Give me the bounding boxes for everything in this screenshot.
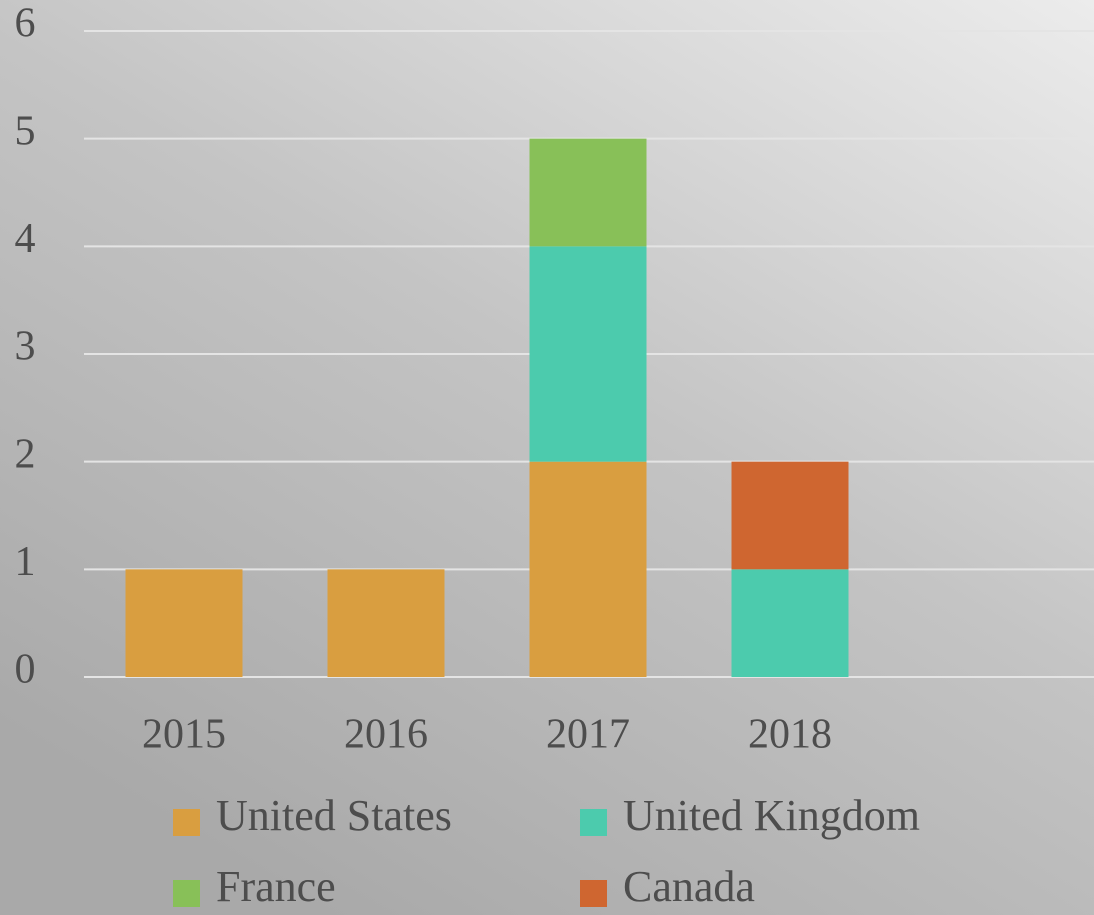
y-tick-label: 1 <box>15 539 36 585</box>
bar-segment <box>529 461 647 677</box>
bar-segment <box>327 569 445 677</box>
legend-label: United Kingdom <box>623 791 920 840</box>
legend-marker <box>580 880 607 907</box>
x-tick-label: 2017 <box>546 712 630 758</box>
legend-label: Canada <box>623 862 755 911</box>
y-tick-label: 3 <box>15 324 36 370</box>
legend-label: France <box>216 862 336 911</box>
legend-label: United States <box>216 791 452 840</box>
bar-segment <box>731 569 849 677</box>
bar-segment <box>731 461 849 570</box>
x-tick-label: 2015 <box>142 712 226 758</box>
y-tick-label: 6 <box>15 1 36 47</box>
legend-marker <box>173 880 200 907</box>
y-tick-label: 0 <box>15 647 36 693</box>
bar-segment <box>125 569 243 677</box>
y-tick-label: 2 <box>15 431 36 477</box>
bar-segment <box>529 138 647 247</box>
x-tick-label: 2018 <box>748 712 832 758</box>
bar-segment <box>529 246 647 462</box>
legend-marker <box>173 809 200 836</box>
x-tick-label: 2016 <box>344 712 428 758</box>
legend-marker <box>580 809 607 836</box>
y-tick-label: 5 <box>15 108 36 154</box>
y-tick-label: 4 <box>15 216 36 262</box>
